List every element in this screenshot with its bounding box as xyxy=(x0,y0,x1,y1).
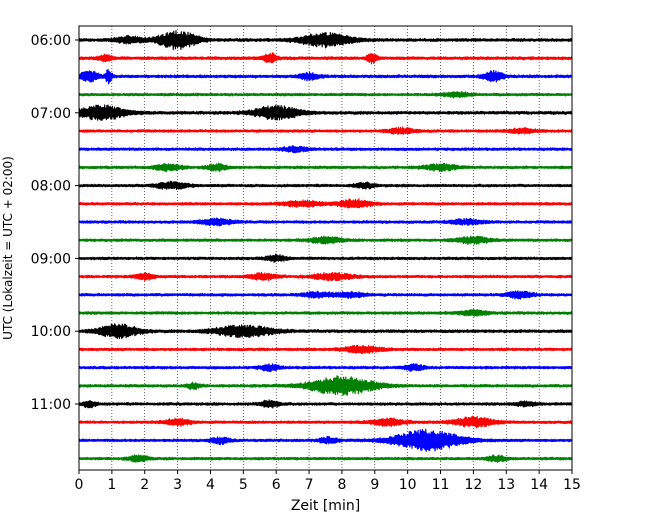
trace-1145 xyxy=(78,454,573,463)
trace-1000 xyxy=(78,323,573,340)
x-tick-label: 7 xyxy=(305,477,314,493)
trace-0930 xyxy=(78,290,573,300)
minute-grid xyxy=(111,26,540,470)
x-axis-ticks: 0 1 2 3 4 5 6 7 8 9 10 11 12 13 14 15 xyxy=(75,470,581,493)
trace-1130 xyxy=(78,428,573,452)
trace-1115 xyxy=(78,415,573,429)
x-axis-label: Zeit [min] xyxy=(291,498,360,514)
trace-0845 xyxy=(78,235,573,246)
x-tick-label: 4 xyxy=(206,477,215,493)
x-tick-label: 12 xyxy=(464,477,482,493)
trace-1015 xyxy=(78,344,573,355)
trace-1045 xyxy=(78,375,573,396)
x-tick-label: 11 xyxy=(432,477,450,493)
x-tick-label: 3 xyxy=(173,477,182,493)
y-tick-label: 08:00 xyxy=(31,179,71,195)
trace-0745 xyxy=(78,162,573,173)
plot-frame xyxy=(78,25,573,471)
trace-0600 xyxy=(78,30,573,51)
x-tick-label: 14 xyxy=(530,477,548,493)
trace-0615 xyxy=(78,52,573,65)
x-tick-label: 13 xyxy=(497,477,515,493)
x-tick-label: 9 xyxy=(370,477,379,493)
trace-0815 xyxy=(78,198,573,209)
y-axis-ticks: 06:00 07:00 08:00 09:00 10:00 11:00 xyxy=(31,33,79,413)
trace-1100 xyxy=(78,399,573,409)
trace-0730 xyxy=(78,145,573,154)
x-tick-label: 10 xyxy=(399,477,417,493)
trace-0715 xyxy=(78,126,573,136)
trace-0645 xyxy=(78,90,573,99)
y-tick-label: 11:00 xyxy=(31,397,71,413)
y-tick-label: 06:00 xyxy=(31,33,71,49)
y-tick-label: 09:00 xyxy=(31,251,71,267)
trace-0700 xyxy=(78,104,573,122)
x-tick-label: 1 xyxy=(107,477,116,493)
y-tick-label: 07:00 xyxy=(31,106,71,122)
trace-0945 xyxy=(78,308,573,317)
y-axis-label: UTC (Lokalzeit = UTC + 02:00) xyxy=(1,156,15,340)
x-tick-label: 15 xyxy=(563,477,581,493)
trace-0830 xyxy=(78,217,573,227)
x-tick-label: 8 xyxy=(337,477,346,493)
y-tick-label: 10:00 xyxy=(31,324,71,340)
trace-0800 xyxy=(78,180,573,191)
trace-0630 xyxy=(78,68,573,85)
trace-0915 xyxy=(78,271,573,282)
x-tick-label: 2 xyxy=(140,477,149,493)
x-tick-label: 0 xyxy=(75,477,84,493)
trace-0900 xyxy=(78,253,573,263)
trace-1030 xyxy=(78,363,573,373)
x-tick-label: 6 xyxy=(272,477,281,493)
seismic-traces xyxy=(78,30,573,463)
x-tick-label: 5 xyxy=(239,477,248,493)
